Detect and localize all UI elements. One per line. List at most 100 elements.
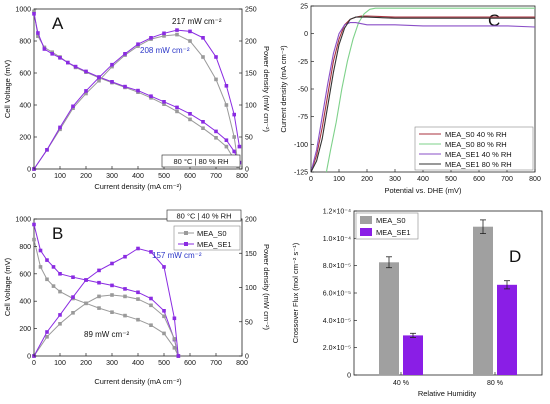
panel-d-ytick-label: 1.2×10⁻⁴ [323, 209, 351, 216]
panel-a-ytick-label: 800 [19, 39, 31, 46]
panel-b-s0-voltage-point [51, 284, 56, 288]
panel-a-y2tick-label: 150 [245, 71, 257, 78]
panel-d-ytick-label: 8.0×10⁻⁵ [323, 263, 351, 270]
panel-a-condition-box [161, 154, 241, 168]
panel-b-s0-power-point [123, 294, 127, 299]
panel-b-s0-power-point [97, 294, 101, 299]
panel-b-ticks: 0 100 200 300 400 500 600 700 800020040060080010… [15, 217, 256, 368]
panel-b-s0-voltage-point [149, 323, 153, 327]
panel-d-bar-mea-se1 [403, 335, 423, 375]
panel-d-ytick-label: 1.0×10⁻⁴ [323, 236, 351, 243]
panel-c-ytick-label: 0 [304, 31, 308, 38]
panel-a-s0-power-line [33, 34, 239, 170]
panel-b-y2tick-label: 0 [245, 354, 249, 361]
panel-b-se1-power-point [162, 265, 166, 269]
panel-a-se1-voltage-point [84, 69, 88, 74]
panel-a-se1-voltage-line [33, 13, 240, 163]
panel-a-se1-voltage-point [50, 52, 54, 56]
panel-a-se1-power-point [201, 36, 205, 40]
panel-a-xtick-label: 0 [32, 173, 36, 180]
panel-b-s0-power-point [45, 335, 49, 339]
panel-b-se1-voltage-point [162, 309, 166, 313]
panel-b-se1-voltage-point [123, 287, 127, 291]
panel-c-legend-se1-40: MEA_SE1 40 % RH [445, 150, 512, 159]
panel-b-legend-se1: MEA_SE1 [197, 240, 232, 249]
panel-b-se1-power-point [176, 354, 181, 358]
panel-d-bar-mea-s0 [379, 262, 399, 376]
panel-a-se1-power-point [58, 125, 62, 130]
panel-b-s0-voltage-point [32, 237, 36, 242]
panel-b-s0-power-point [58, 322, 62, 326]
panel-d-bar-mea-s0 [473, 226, 493, 375]
panel-a-se1-voltage-point [123, 84, 127, 89]
panel-c-xtick-label: 800 [529, 176, 541, 183]
panel-b-se1-power-point [97, 268, 101, 273]
panel-a-se1-power-point [232, 112, 236, 117]
panel-c-xtick-label: 700 [501, 176, 513, 183]
panel-a-y2tick-label: 250 [245, 7, 257, 14]
panel-a-se1-power-point [162, 31, 166, 36]
panel-d-legend-se1: MEA_SE1 [376, 228, 411, 237]
panel-b-y2tick-label: 150 [245, 251, 257, 258]
panel-b-s0-power-point [149, 303, 153, 308]
panel-d-ticks: 0 2.0×10⁻⁵ 4.0×10⁻⁵ 6.0×10⁻⁵ 8.0×10⁻⁵ 1.0×10⁻… [323, 209, 503, 388]
panel-a-se1-voltage-point [232, 149, 236, 154]
panel-c-xtick-label: 600 [473, 176, 485, 183]
panel-c-ytick-label: -100 [294, 142, 308, 149]
panel-b-s0-voltage-point [136, 317, 140, 322]
panel-a-s0-power-point [84, 91, 88, 96]
panel-b-se1-voltage-point [110, 283, 114, 288]
panel-a-se1-power-point [175, 28, 179, 32]
panel-a-s0-voltage-point [224, 144, 229, 149]
panel-a-ticks: 0 100 200 300 400 500 600 700 800020040060080010… [15, 7, 256, 181]
panel-b-y2tick-label: 100 [245, 285, 257, 292]
panel-a-s0-power-point [71, 106, 75, 110]
panel-a-se1-voltage-point [224, 138, 229, 142]
panel-d-ytick-label: 0 [347, 373, 351, 380]
panel-c-legend-se1-80: MEA_SE1 80 % RH [445, 160, 512, 169]
panel-a-xtick-label: 100 [54, 173, 66, 180]
panel-c-ytick-label: -50 [298, 87, 308, 94]
panel-a-y2tick-label: 50 [245, 135, 253, 142]
panel-c-se1-80-line [310, 16, 535, 173]
panel-a-y2label: Power density (mW cm⁻²) [262, 46, 271, 133]
panel-c-legend-s0-40: MEA_S0 40 % RH [445, 130, 507, 139]
panel-b-y2tick-label: 200 [245, 217, 257, 224]
panel-b-xtick-label: 700 [210, 360, 222, 367]
panel-d-legend-swatch-se1 [360, 228, 372, 236]
panel-b-se1-power-point [123, 254, 127, 259]
panel-b-xlabel: Current density (mA cm⁻²) [94, 377, 182, 386]
panel-b-s0-voltage-point [162, 331, 166, 336]
panel-a-se1-power-point [214, 55, 218, 59]
panel-b-ylabel: Cell Voltage (mV) [3, 257, 12, 316]
panel-a-xtick-label: 400 [132, 173, 144, 180]
panel-a-condition: 80 °C | 80 % RH [174, 157, 229, 166]
panel-c-legend-s0-80: MEA_S0 80 % RH [445, 140, 507, 149]
panel-a-s0-power-point [201, 55, 205, 59]
panel-a-annotation-208: 208 mW cm⁻² [140, 46, 190, 55]
panel-b-s0-voltage-point [58, 289, 62, 294]
panel-a-s0-voltage-line [33, 11, 239, 168]
panel-b-ytick-label: 600 [19, 271, 31, 278]
panel-a-s0-power-point [58, 127, 62, 132]
panel-b-se1-voltage-point [149, 296, 153, 301]
panel-a-ytick-label: 600 [19, 71, 31, 78]
panel-a-se1-power-line [33, 29, 240, 170]
panel-b-se1-voltage-point [32, 222, 36, 227]
panel-d: D 0 2.0×10⁻⁵ 4.0×10⁻⁵ 6.0×10⁻⁵ 8.0×10⁻⁵ 1.0×1… [291, 209, 543, 398]
panel-a-se1-power-point [45, 148, 49, 152]
panel-b-xtick-label: 800 [236, 360, 248, 367]
panel-a-se1-voltage-point [188, 112, 192, 116]
panel-d-legend-swatch-s0 [360, 216, 372, 224]
panel-a-se1-voltage-point [214, 129, 218, 134]
panel-b-s0-voltage-point [38, 265, 43, 269]
panel-a-y2tick-label: 100 [245, 103, 257, 110]
panel-d-ytick-label: 6.0×10⁻⁵ [323, 291, 351, 298]
panel-a-s0-power-point [110, 64, 114, 69]
panel-b-legend-marker-se1 [184, 242, 188, 246]
panel-b-legend-s0: MEA_S0 [197, 229, 227, 238]
panel-b-se1-power-point [110, 261, 114, 266]
panel-b-ytick-label: 200 [19, 326, 31, 333]
panel-a-xtick-label: 200 [80, 173, 92, 180]
panel-b-se1-voltage-point [51, 265, 56, 269]
